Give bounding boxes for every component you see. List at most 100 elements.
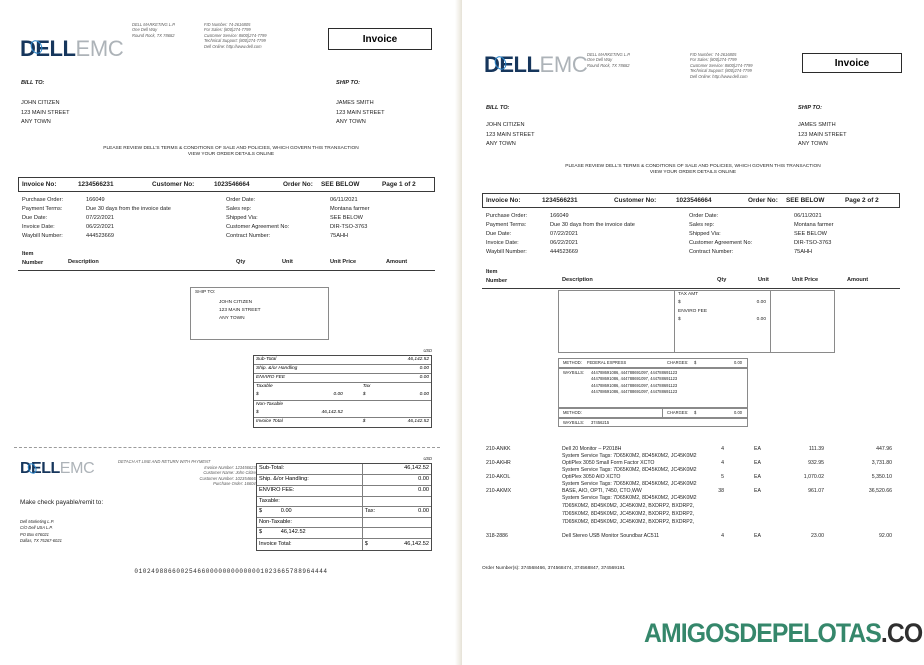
summary-bar-page1 <box>18 177 435 192</box>
line-item-unit-price-5: 23.00 <box>811 533 824 539</box>
details-right-labels-p1: Order Date: Sales rep: Shipped Via: Cust… <box>226 196 289 241</box>
dell-emc-logo-page2: DELL EMC <box>484 52 588 78</box>
terms-line-1-p2: PLEASE REVIEW DELL'S TERMS & CONDITIONS … <box>565 164 821 169</box>
line-item-amount-4: 36,520.66 <box>868 488 892 494</box>
remit-nontaxable-amount: 46,142.52 <box>279 528 363 538</box>
totals-row-nontaxable-label: Non-Taxable <box>254 401 431 410</box>
dell-emc-logo-remit: DELL EMC <box>20 460 95 478</box>
remit-row-subtotal: Sub-Total: 46,142.52 <box>257 464 431 475</box>
detail-value-purchase-order-p2: 166049 <box>550 213 569 219</box>
tax-amt-label: TAX AMT <box>678 292 699 297</box>
company-address1: One Dell Way <box>132 27 158 33</box>
line-item-number-1: 210-ANKK <box>486 446 511 452</box>
bill-to-label-page2: BILL TO: <box>486 105 510 111</box>
detail-value-order-date-p2: 06/11/2021 <box>794 213 822 219</box>
remit-taxable-amount: 0.00 <box>279 507 363 517</box>
shipping-method-row-2 <box>558 408 748 418</box>
emc-wordmark-remit: EMC <box>59 460 95 477</box>
company-customer-service: Customer Service: 8800)274-7799 <box>204 32 267 38</box>
col-amount-p1: Amount <box>386 259 408 265</box>
order-no-value-p1: SEE BELOW <box>321 181 360 188</box>
line-item-unit-price-3: 1,070.02 <box>803 474 824 480</box>
col-amount-p2: Amount <box>847 277 869 283</box>
detail-label-payment-terms-p2: Payment Terms: <box>486 222 527 229</box>
waybill-row-3: 444788691086, 444788691097, 444788691123 <box>591 382 678 388</box>
detail-value-sales-rep-p2: Montana farmer <box>794 222 834 229</box>
col-unit-price-p1: Unit Price <box>330 259 357 265</box>
totals-ship-value: 0.00 <box>419 365 429 371</box>
totals-invoice-total-value: 46,142.52 <box>407 419 429 425</box>
details-left-labels-p1: Purchase Order: Payment Terms: Due Date:… <box>22 196 63 241</box>
line-item-amount-2: 3,731.80 <box>871 460 892 466</box>
remit-row-nontaxable-amount: $ 46,142.52 <box>257 528 431 539</box>
remit-taxable-currency: $ <box>259 508 263 515</box>
detail-label-contract-number: Contract Number: <box>226 233 271 240</box>
waybill-row-4: 444788691086, 444788691097, 444788691123 <box>591 388 678 394</box>
invoice-page-1: DELL EMC DELL MARKETING L.P. One Dell Wa… <box>14 22 440 575</box>
remit-enviro-value: 0.00 <box>418 487 429 494</box>
shipping-charges-value-1: 0.00 <box>734 360 742 365</box>
customer-no-label-p2: Customer No: <box>614 197 657 204</box>
detail-label-shipped-via: Shipped Via: <box>226 215 258 222</box>
invoice-badge-page1: Invoice <box>328 28 432 50</box>
ship-to-line-1: JAMES SMITH <box>336 100 374 106</box>
detail-label-purchase-order-p2: Purchase Order: <box>486 213 528 219</box>
detail-label-payment-terms: Payment Terms: <box>22 206 63 213</box>
customer-no-label-p1: Customer No: <box>152 181 195 188</box>
col-unit-p1: Unit <box>282 259 293 265</box>
col-qty-p2: Qty <box>717 277 727 283</box>
remit-nontaxable-label: Non-Taxable: <box>257 518 363 527</box>
line-item-qty-1: 4 <box>721 446 724 452</box>
totals-nontaxable-currency: $ <box>256 409 259 415</box>
detail-value-contract-number-p2: 75AHH <box>794 249 813 256</box>
dell-wordmark-remit: DELL <box>20 460 60 478</box>
shipping-method-row-1 <box>558 358 748 368</box>
remit-taxable-label: Taxable: <box>257 497 363 506</box>
company-contact-page2: FID Number: 74-2616805 For Sales: (800)2… <box>690 52 753 79</box>
line-item-unit-1: EA <box>754 446 761 452</box>
totals-invoice-total-label: Invoice Total <box>256 419 283 425</box>
line-item-unit-price-4: 961.07 <box>808 488 824 494</box>
col-unit-p2: Unit <box>758 277 769 283</box>
col-header-rule-p1 <box>18 270 435 271</box>
remit-row-nontaxable-label: Non-Taxable: <box>257 518 431 528</box>
remit-address: Dell Marketing L.P. C/O Dell USA L.P. PO… <box>20 519 62 545</box>
detail-label-agreement-no: Customer Agreement No: <box>226 224 290 231</box>
remit-invoice-total-currency: $ <box>364 540 368 547</box>
watermark-brand: AMIGOSDEPELOTAS <box>644 618 882 648</box>
line-item-description-3: OptiPlex 3050 AIO XCTO <box>562 474 621 480</box>
line-item-qty-3: 5 <box>721 474 724 480</box>
totals-row-invoice-total: Invoice Total $ 46,142.52 <box>254 418 431 427</box>
remit-tax-amount: 0.00 <box>418 508 430 515</box>
dell-text-p2: DELL <box>484 52 540 77</box>
emc-wordmark: EMC <box>75 36 124 61</box>
col-description-p1: Description <box>68 259 99 265</box>
line-item-description-2: OptiPlex 3050 Small Form Factor XCTO <box>562 460 655 466</box>
bill-to-address-page1: JOHN CITIZEN 123 MAIN STREET ANY TOWN <box>21 99 70 128</box>
detail-label-due-date: Due Date: <box>22 215 48 222</box>
totals-row-taxable-amounts: $ 0.00 $ 0.00 <box>254 392 431 401</box>
line-item-number-4: 210-AKMX <box>486 488 512 494</box>
totals-taxable-label: Taxable <box>256 384 273 390</box>
customer-no-value-p2: 1023546664 <box>676 197 712 204</box>
enviro-fee-currency-p2: $ <box>678 317 681 322</box>
totals-row-enviro: ENVIRO FEE 0.00 <box>254 374 431 383</box>
remit-customer-name: Customer Name: John Citizen <box>203 470 258 476</box>
col-item-number-p1: Item Number <box>22 250 43 267</box>
line-item-unit-price-2: 932.95 <box>808 460 824 466</box>
totals-nontaxable-label: Non-Taxable <box>256 401 284 407</box>
detail-value-waybill-number: 444523669 <box>86 233 114 240</box>
line-item-unit-price-1: 111.39 <box>808 446 824 452</box>
company-fid: FID Number: 74-2616805 <box>204 22 251 27</box>
terms-line-1: PLEASE REVIEW DELL'S TERMS & CONDITIONS … <box>103 146 359 151</box>
tax-amt-value: 0.00 <box>756 300 766 305</box>
invoice-no-label-p1: Invoice No: <box>22 181 57 188</box>
remit-row-ship: Ship. &/or Handling: 0.00 <box>257 475 431 486</box>
remit-invoice-total-label: Invoice Total: <box>257 539 363 550</box>
bill-to-address-page2: JOHN CITIZEN 123 MAIN STREET ANY TOWN <box>486 121 535 150</box>
line-item-amount-1: 447.96 <box>876 446 892 452</box>
line-item-description-5: Dell Stereo USB Monitor Soundbar AC511 <box>562 533 660 539</box>
remit-address-line-1: Dell Marketing L.P. <box>20 519 55 524</box>
order-no-label-p1: Order No: <box>283 181 313 188</box>
